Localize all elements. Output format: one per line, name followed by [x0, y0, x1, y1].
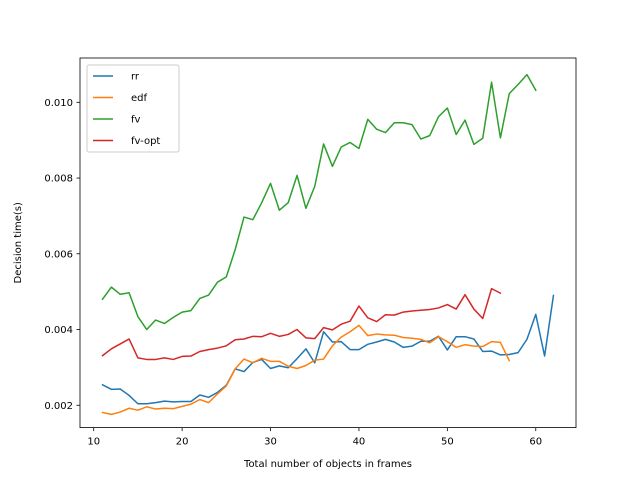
x-tick-label: 20 [176, 437, 189, 448]
series-line-rr [101, 294, 555, 405]
legend-box [86, 64, 180, 153]
y-tick-label: 0.010 [44, 98, 73, 109]
series-line-edf [101, 324, 511, 416]
series-layer [101, 73, 555, 416]
series-line-fv-opt [101, 287, 502, 361]
y-tick-label: 0.008 [44, 174, 73, 185]
y-tick-label: 0.004 [44, 325, 73, 336]
legend: rr edf fv fv-opt [86, 64, 180, 153]
legend-label-fv: fv [131, 115, 141, 126]
x-tick-label: 30 [264, 437, 277, 448]
x-axis: 10 20 30 40 50 60 [87, 427, 542, 448]
x-tick-label: 10 [87, 437, 100, 448]
x-tick-label: 40 [353, 437, 366, 448]
y-tick-label: 0.006 [44, 249, 73, 260]
x-tick-label: 50 [441, 437, 454, 448]
legend-label-fv-opt: fv-opt [131, 136, 160, 147]
y-tick-label: 0.002 [44, 401, 73, 412]
legend-label-rr: rr [131, 72, 140, 83]
x-axis-label: Total number of objects in frames [243, 459, 412, 470]
series-line-fv [101, 73, 537, 331]
axes-frame [79, 57, 577, 429]
legend-label-edf: edf [131, 93, 148, 104]
y-axis: 0.002 0.004 0.006 0.008 0.010 [44, 98, 80, 412]
x-tick-label: 60 [529, 437, 542, 448]
y-axis-label: Decision time(s) [13, 202, 24, 283]
